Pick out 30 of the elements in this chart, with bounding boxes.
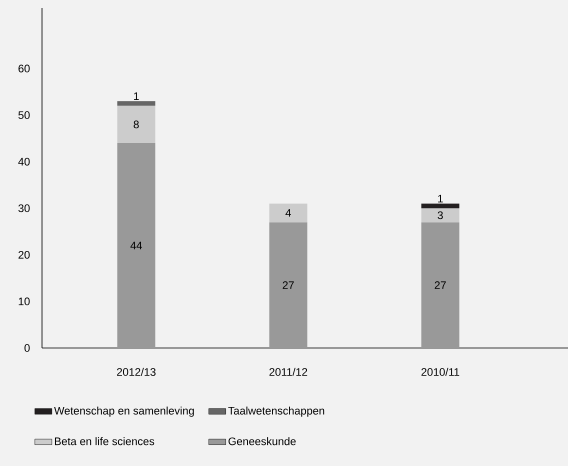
data-label: 1 [134, 92, 139, 100]
y-tick-label: 30 [18, 204, 30, 212]
y-tick-label: 50 [18, 111, 30, 119]
legend-label: Geneeskunde [228, 437, 296, 446]
legend-label: Wetenschap en samenleving [54, 406, 194, 417]
y-tick-label: 20 [18, 250, 30, 259]
data-label: 44 [130, 242, 142, 250]
bar [269, 204, 308, 222]
data-label: 27 [434, 281, 446, 289]
bar [421, 208, 460, 222]
bar [421, 204, 460, 208]
x-tick-label: 2010/11 [421, 368, 460, 376]
bar [269, 222, 308, 348]
y-tick-label: 10 [18, 298, 30, 306]
y-tick-label: 60 [18, 64, 30, 72]
data-label: 1 [438, 194, 443, 202]
bar [117, 101, 156, 106]
bar [117, 106, 156, 144]
data-label: 27 [282, 281, 294, 289]
legend-label: Beta en life sciences [54, 437, 154, 446]
y-tick-label: 0 [24, 344, 30, 352]
bar [421, 222, 460, 348]
data-label: 3 [438, 211, 443, 220]
x-tick-label: 2011/12 [269, 368, 308, 376]
data-label: 4 [285, 209, 292, 217]
data-label: 8 [134, 120, 139, 128]
legend-label: Taalwetenschappen [228, 406, 324, 417]
y-tick-label: 40 [18, 158, 30, 166]
x-tick-label: 2012/13 [117, 368, 156, 376]
bar [117, 143, 156, 348]
